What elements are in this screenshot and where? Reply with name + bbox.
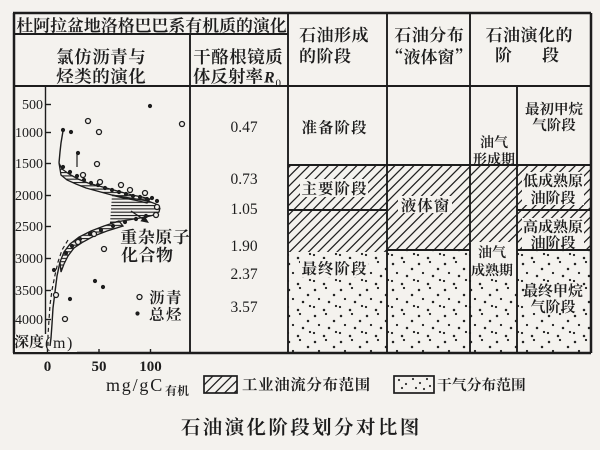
svg-text:0.47: 0.47	[230, 119, 257, 136]
svg-text:R: R	[263, 70, 275, 87]
svg-text:500: 500	[22, 98, 43, 113]
svg-text:1000: 1000	[15, 126, 43, 141]
svg-text:1500: 1500	[15, 157, 43, 172]
svg-text:0.73: 0.73	[230, 171, 257, 188]
svg-text:(: (	[45, 335, 50, 352]
svg-text:m: m	[53, 335, 66, 352]
svg-text:1.90: 1.90	[230, 238, 257, 255]
svg-text:mg/gC: mg/gC	[106, 375, 164, 395]
svg-text:2000: 2000	[15, 189, 43, 204]
svg-text:2500: 2500	[15, 220, 43, 235]
svg-text:3000: 3000	[15, 252, 43, 267]
svg-text:3.57: 3.57	[230, 299, 257, 316]
svg-text:2.37: 2.37	[230, 266, 257, 283]
svg-text:): )	[67, 335, 72, 352]
svg-text:1.05: 1.05	[230, 201, 257, 218]
svg-text:50: 50	[92, 359, 107, 375]
svg-text:0: 0	[44, 359, 52, 375]
svg-text:3500: 3500	[15, 284, 43, 299]
svg-text:4000: 4000	[15, 313, 43, 328]
svg-text:0: 0	[276, 78, 282, 90]
svg-text:100: 100	[139, 359, 162, 375]
